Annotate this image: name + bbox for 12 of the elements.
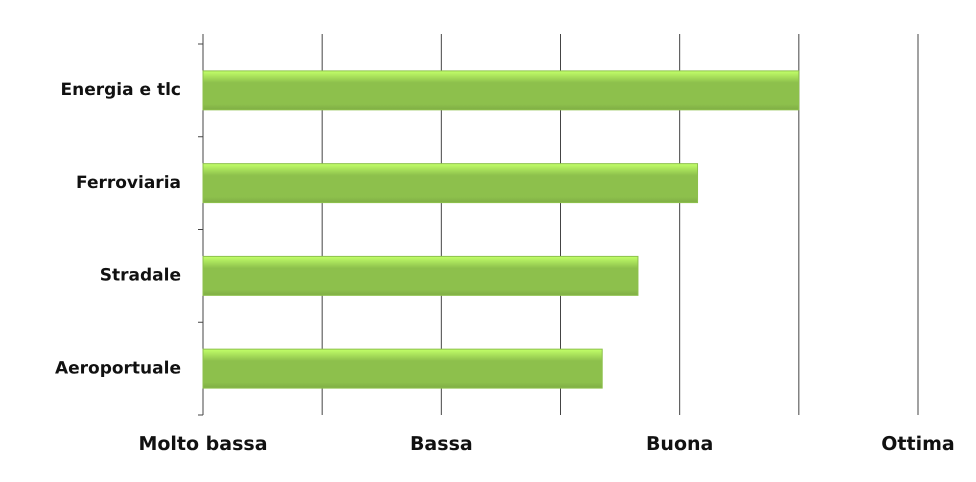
bar	[202, 256, 638, 296]
text: Molto bassa	[138, 433, 268, 455]
y-tick-label: Aeroportuale	[54, 358, 181, 378]
y-tick-label: Ferroviaria	[76, 172, 181, 193]
y-tick-label: Energia e tlc	[60, 80, 181, 100]
bar	[202, 70, 800, 110]
bar	[202, 163, 698, 204]
bar	[202, 348, 603, 389]
text: Bassa	[410, 433, 473, 455]
text: Buona	[646, 433, 714, 455]
y-tick-label: Stradale	[100, 266, 181, 286]
text: Ottima	[881, 433, 955, 455]
